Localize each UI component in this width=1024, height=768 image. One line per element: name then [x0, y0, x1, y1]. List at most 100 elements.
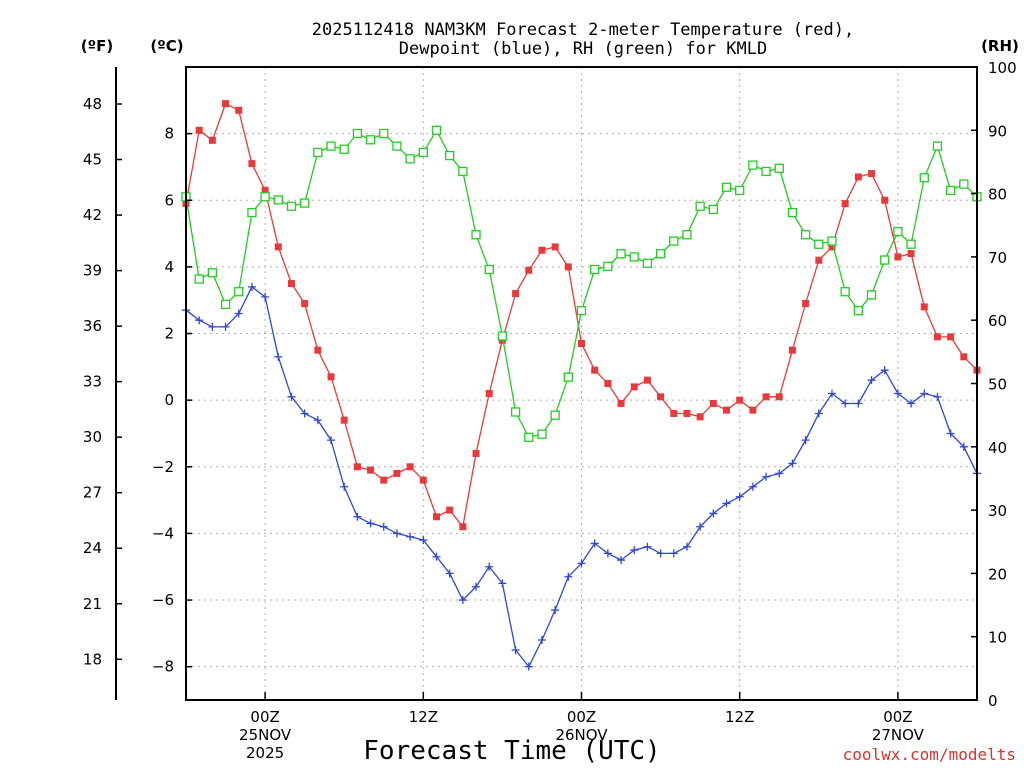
dewpoint-point [366, 519, 375, 528]
dewpoint-point [630, 546, 639, 555]
temperature-series [182, 100, 981, 531]
rh-tick-label: 70 [988, 249, 1007, 267]
time-tick-label: 00Z [567, 708, 596, 726]
temperature-point [775, 393, 783, 401]
temperature-point [314, 346, 322, 354]
rh-point [642, 258, 653, 268]
temperature-point [472, 449, 480, 457]
rh-point [708, 204, 718, 215]
dewpoint-point [788, 459, 797, 468]
temperature-point [907, 250, 915, 258]
rh-point [906, 239, 916, 249]
fahrenheit-tick-label: 27 [83, 484, 102, 502]
rh-point [576, 306, 587, 316]
dewpoint-point [656, 549, 665, 558]
temperature-point [788, 346, 796, 354]
time-tick-label: 26NOV [555, 726, 608, 744]
dewpoint-point [458, 596, 467, 605]
rh-point [431, 125, 442, 135]
rh-point [590, 264, 600, 275]
rh-point [299, 198, 310, 208]
chart-subtitle: Dewpoint (blue), RH (green) for KMLD [399, 39, 767, 59]
temperature-point [287, 280, 295, 288]
rh-point [774, 163, 784, 173]
rh-point [721, 182, 732, 192]
rh-point [405, 154, 415, 164]
temperature-point [723, 406, 731, 414]
rh-tick-label: 90 [988, 122, 1007, 140]
temperature-point [222, 100, 230, 108]
credit-link[interactable]: coolwx.com/modelts [843, 745, 1016, 764]
rh-point [313, 147, 323, 158]
rh-point [682, 230, 692, 240]
temperature-point [920, 303, 928, 311]
temperature-point [380, 476, 388, 484]
dewpoint-point [682, 542, 691, 551]
rh-tick-label: 40 [988, 439, 1007, 457]
rh-series [181, 125, 982, 442]
temperature-point [459, 523, 467, 531]
fahrenheit-tick-label: 24 [83, 539, 102, 557]
dewpoint-point [221, 322, 230, 331]
temperature-point [933, 333, 941, 341]
temperature-point [683, 409, 691, 417]
rh-point [827, 236, 837, 246]
rh-point [603, 261, 613, 272]
dewpoint-point [669, 549, 678, 558]
fahrenheit-tick-label: 48 [83, 95, 102, 113]
temperature-point [828, 243, 836, 251]
temperature-point [485, 389, 493, 397]
time-tick-label: 12Z [725, 708, 754, 726]
dewpoint-point [406, 532, 415, 541]
dewpoint-point [551, 606, 560, 615]
celsius-tick-label: −6 [152, 591, 174, 609]
dewpoint-point [300, 409, 309, 418]
rh-point [945, 185, 956, 196]
dewpoint-point [920, 389, 929, 398]
rh-point [365, 135, 376, 145]
dewpoint-point [946, 429, 955, 438]
dewpoint-point [590, 539, 599, 548]
gridlines [186, 67, 977, 700]
temperature-point [551, 243, 559, 251]
dewpoint-point [195, 316, 204, 325]
dewpoint-point [340, 482, 349, 491]
temperature-point [854, 173, 862, 181]
rh-tick-label: 50 [988, 376, 1007, 394]
rh-point [339, 144, 349, 154]
rh-point [418, 147, 428, 158]
temperature-point [248, 160, 256, 168]
rh-point [932, 141, 943, 151]
rh-point [220, 299, 231, 310]
celsius-tick-label: 6 [164, 191, 174, 209]
dewpoint-point [907, 399, 916, 408]
dewpoint-point [617, 556, 626, 565]
temperature-point [947, 333, 955, 341]
rh-point [655, 249, 666, 259]
rh-point [484, 264, 494, 275]
temperature-point [327, 373, 335, 381]
celsius-tick-label: −2 [152, 458, 174, 476]
dewpoint-point [880, 366, 889, 375]
celsius-unit-label: (ºC) [150, 37, 183, 55]
rh-point [273, 195, 283, 205]
temperature-point [432, 513, 440, 521]
temperature-point [736, 396, 744, 404]
fahrenheit-tick-label: 42 [83, 206, 102, 224]
rh-point [260, 192, 270, 202]
dewpoint-point [696, 522, 705, 531]
temperature-point [815, 256, 823, 264]
temperature-point [195, 126, 203, 134]
dewpoint-point [208, 322, 217, 331]
temperature-point [657, 393, 665, 401]
temperature-point [208, 136, 216, 144]
temperature-point [274, 243, 282, 251]
plot-frame [185, 66, 978, 701]
dewpoint-point [959, 442, 968, 451]
temperature-point [393, 469, 401, 477]
rh-point [814, 239, 824, 249]
temperature-point [868, 170, 876, 178]
rh-point [735, 185, 745, 196]
rh-point [392, 141, 402, 151]
